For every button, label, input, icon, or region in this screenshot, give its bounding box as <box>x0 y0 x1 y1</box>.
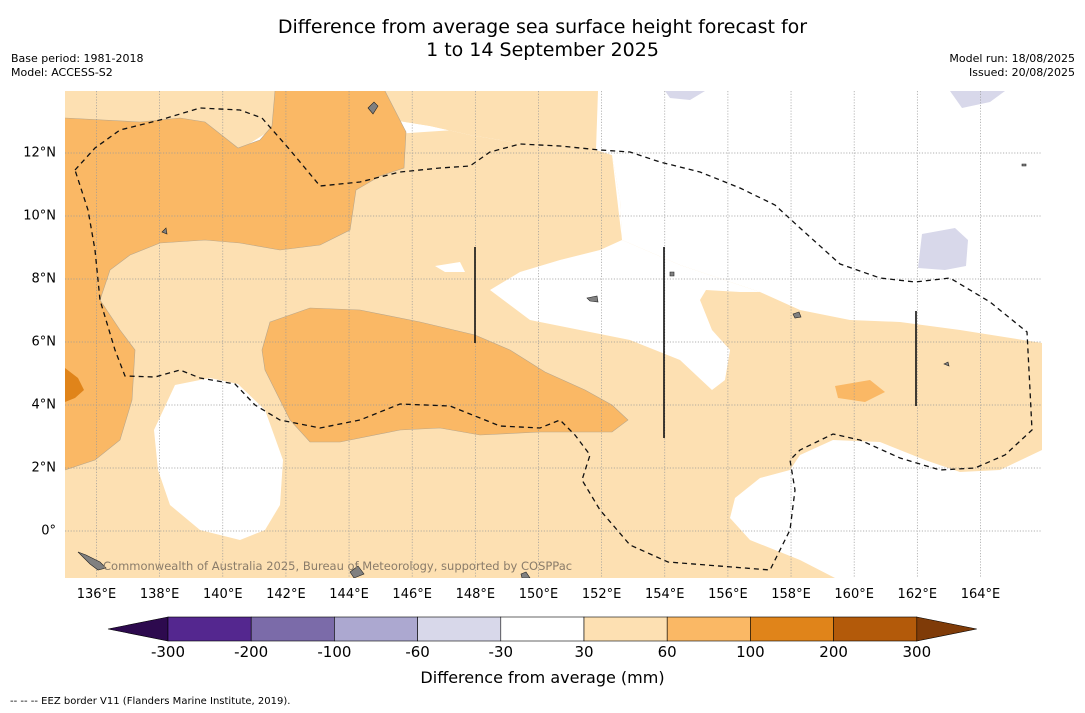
x-tick-label: 164°E <box>960 587 1001 602</box>
gridlines <box>65 91 1042 578</box>
x-tick-label: 162°E <box>897 587 938 602</box>
x-tick-label: 142°E <box>266 587 306 602</box>
anomaly-neutral-central <box>490 155 760 390</box>
colorbar-tick-label: -100 <box>317 643 352 661</box>
y-tick-label: 8°N <box>31 271 57 287</box>
x-tick-label: 154°E <box>644 587 685 602</box>
anomaly-neutral-north <box>596 91 1042 155</box>
y-tick-label: 2°N <box>31 460 57 476</box>
colorbar-bin <box>334 616 418 642</box>
eez-footnote: -- -- -- EEZ border V11 (Flanders Marine… <box>10 696 291 707</box>
x-tick-label: 152°E <box>581 587 622 602</box>
base-period-label: Base period: 1981-2018 <box>11 52 144 65</box>
x-tick-label: 140°E <box>203 587 243 602</box>
copyright-watermark: Commonwealth of Australia 2025, Bureau o… <box>103 559 573 573</box>
y-tick-label: 10°N <box>23 208 56 224</box>
map-plot-area <box>65 91 1042 578</box>
anomaly-negative-patch-2 <box>950 91 1005 108</box>
colorbar-bin <box>167 616 252 642</box>
colorbar-tick-label: -30 <box>488 643 514 661</box>
anomaly-60-100-east-patch <box>835 380 885 402</box>
colorbar-bin <box>666 616 751 642</box>
y-tick-label: 12°N <box>23 145 56 161</box>
colorbar-bin <box>417 616 502 642</box>
anomaly-neutral-southwest <box>154 378 283 540</box>
title-line-2: 1 to 14 September 2025 <box>426 39 659 61</box>
x-tick-label: 138°E <box>139 587 180 602</box>
boundary-markers <box>474 247 917 438</box>
model-run-label: Model run: 18/08/2025 <box>949 52 1075 65</box>
colorbar-extend-min <box>107 616 169 642</box>
issued-label: Issued: 20/08/2025 <box>968 66 1075 79</box>
y-tick-label: 6°N <box>31 334 57 350</box>
x-tick-label: 150°E <box>518 587 559 602</box>
colorbar-tick-label: 60 <box>657 643 677 661</box>
colorbar-extend-max <box>916 616 977 642</box>
x-tick-label: 146°E <box>392 587 432 602</box>
colorbar-tick-label: 100 <box>736 643 765 661</box>
colorbar-tick-label: 300 <box>902 643 932 661</box>
anomaly-neutral-patch-small <box>435 262 465 272</box>
colorbar-tick-label: 30 <box>574 643 594 661</box>
land-masses <box>77 101 1027 578</box>
colorbar-bin <box>833 616 918 642</box>
x-tick-label: 160°E <box>834 587 874 602</box>
colorbar-bin <box>750 616 834 642</box>
colorbar-bin <box>500 616 585 642</box>
x-tick-label: 136°E <box>76 587 117 602</box>
model-label: Model: ACCESS-S2 <box>11 66 113 79</box>
anomaly-negative-patch-3 <box>918 228 968 270</box>
x-tick-label: 148°E <box>455 587 496 602</box>
x-tick-label: 156°E <box>708 587 748 602</box>
eez-borders <box>74 107 1033 571</box>
colorbar-tick-label: 200 <box>819 643 848 661</box>
colorbar-tick-label: -300 <box>150 643 186 661</box>
y-tick-label: 4°N <box>31 397 57 413</box>
colorbar-tick-label: -200 <box>234 643 269 661</box>
anomaly-negative-patch-1 <box>665 91 705 100</box>
colorbar-bin <box>583 616 668 642</box>
colorbar-tick-label: -60 <box>405 643 430 661</box>
colorbar <box>107 616 977 642</box>
title-line-1: Difference from average sea surface heig… <box>277 16 808 38</box>
colorbar-title: Difference from average (mm) <box>420 668 665 687</box>
x-tick-label: 158°E <box>771 587 811 602</box>
anomaly-60-100-central <box>262 308 628 442</box>
anomaly-neutral-region-east <box>152 91 1042 578</box>
x-tick-label: 144°E <box>329 587 369 602</box>
anomaly-100-200-patch <box>65 368 84 402</box>
colorbar-bin <box>250 616 335 642</box>
y-tick-label: 0° <box>41 523 56 539</box>
